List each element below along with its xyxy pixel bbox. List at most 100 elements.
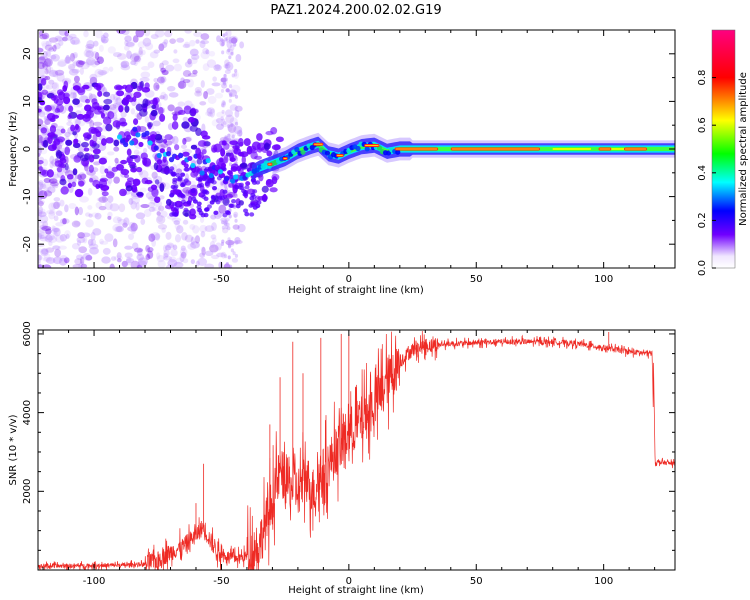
noise-blob	[148, 233, 156, 242]
noise-blob	[162, 244, 168, 252]
noise-blob	[223, 73, 227, 78]
noise-blob	[40, 208, 46, 215]
noise-blob	[222, 101, 226, 106]
signal-blob	[72, 168, 78, 176]
noise-blob	[93, 56, 103, 63]
noise-blob	[137, 41, 147, 49]
noise-blob	[185, 136, 193, 143]
noise-blob	[87, 187, 93, 196]
noise-blob	[38, 47, 44, 53]
noise-blob	[45, 40, 52, 47]
noise-blob	[179, 253, 185, 263]
signal-blob	[118, 105, 124, 113]
signal-blob	[206, 204, 212, 209]
noise-blob	[45, 50, 52, 57]
noise-blob	[201, 246, 206, 256]
signal-blob	[56, 136, 66, 143]
signal-blob	[275, 136, 284, 143]
noise-blob	[204, 250, 214, 257]
noise-blob	[85, 58, 92, 68]
noise-blob	[206, 59, 217, 68]
noise-blob	[71, 243, 80, 250]
noise-blob	[38, 248, 44, 253]
signal-blob	[53, 94, 59, 104]
noise-blob	[235, 53, 242, 63]
noise-blob	[38, 181, 44, 191]
noise-blob	[109, 203, 120, 212]
noise-blob	[42, 264, 52, 268]
signal-blob	[144, 82, 150, 90]
noise-blob	[233, 72, 238, 77]
signal-blob	[169, 212, 175, 217]
noise-blob	[100, 34, 106, 43]
ridge-blob	[214, 164, 220, 170]
noise-blob	[40, 248, 49, 257]
noise-blob	[200, 230, 206, 238]
signal-blob	[55, 149, 63, 159]
noise-blob	[102, 247, 111, 255]
noise-blob	[122, 222, 128, 228]
noise-blob	[159, 62, 165, 70]
noise-blob	[53, 227, 61, 237]
noise-blob	[211, 119, 220, 127]
noise-blob	[90, 238, 97, 247]
noise-blob	[222, 80, 226, 85]
signal-blob	[139, 108, 148, 117]
noise-blob	[171, 135, 179, 145]
signal-blob	[270, 126, 278, 135]
signal-blob	[126, 148, 132, 156]
noise-blob	[42, 256, 53, 262]
noise-blob	[211, 254, 220, 260]
noise-blob	[85, 46, 93, 53]
noise-blob	[222, 33, 226, 38]
noise-blob	[48, 47, 54, 52]
noise-blob	[79, 67, 85, 75]
noise-blob	[94, 60, 101, 66]
signal-blob	[263, 143, 271, 150]
noise-blob	[170, 249, 178, 257]
signal-blob	[101, 191, 109, 197]
noise-blob	[129, 53, 140, 62]
noise-blob	[225, 64, 229, 69]
noise-blob	[121, 260, 128, 268]
signal-blob	[100, 112, 106, 119]
signal-blob	[211, 180, 217, 185]
noise-blob	[204, 225, 215, 232]
noise-blob	[229, 104, 238, 111]
noise-blob	[230, 123, 234, 128]
noise-blob	[64, 56, 72, 65]
figure-title: PAZ1.2024.200.02.02.G19	[270, 3, 441, 18]
noise-blob	[42, 220, 49, 229]
noise-blob	[48, 69, 59, 77]
noise-blob	[213, 64, 222, 72]
signal-blob	[217, 195, 223, 200]
y-tick-label: 2000	[22, 479, 33, 504]
noise-blob	[38, 230, 45, 237]
noise-blob	[154, 30, 165, 38]
ridge-blob	[126, 134, 132, 140]
noise-blob	[166, 242, 175, 249]
noise-blob	[141, 66, 150, 71]
noise-blob	[223, 63, 231, 69]
signal-blob	[225, 210, 231, 216]
noise-blob	[192, 225, 200, 234]
noise-blob	[38, 187, 43, 196]
noise-blob	[38, 140, 43, 149]
signal-blob	[92, 148, 101, 155]
noise-blob	[133, 60, 138, 66]
signal-blob	[130, 167, 137, 173]
noise-blob	[189, 223, 196, 230]
signal-blob	[181, 181, 187, 187]
colorbar: 0.0 0.2 0.4 0.6 0.8 Normalized spectral ampl…	[697, 29, 749, 276]
noise-blob	[81, 232, 91, 238]
noise-blob	[190, 57, 198, 65]
noise-blob	[58, 257, 68, 266]
ridge-blob	[223, 176, 230, 182]
signal-blob	[202, 190, 208, 195]
noise-blob	[41, 42, 48, 49]
signal-blob	[101, 138, 107, 146]
noise-blob	[96, 197, 106, 202]
colorbar-tick-label: 0.8	[697, 70, 708, 86]
